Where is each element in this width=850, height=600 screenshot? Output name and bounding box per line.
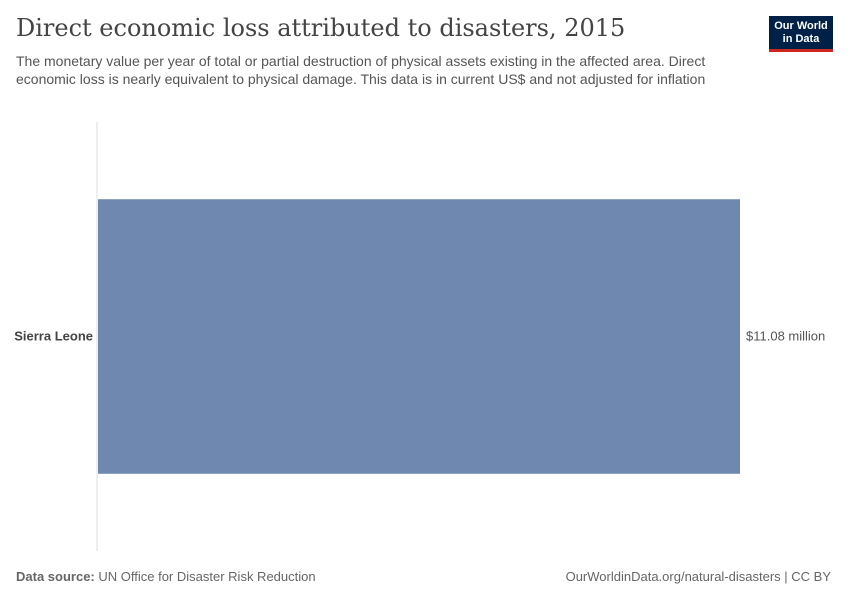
source-url-link[interactable]: OurWorldinData.org/natural-disasters | C… (565, 569, 831, 584)
data-source-text: UN Office for Disaster Risk Reduction (98, 569, 316, 584)
data-source-label: Data source: (16, 569, 95, 584)
chart-subtitle: The monetary value per year of total or … (16, 53, 706, 87)
owid-logo[interactable]: Our World in Data (769, 16, 833, 52)
logo-line-1: Our World (774, 20, 828, 32)
logo-line-2: in Data (782, 33, 820, 45)
value-label: $11.08 million (746, 329, 825, 344)
bar[interactable] (98, 199, 740, 474)
chart-title: Direct economic loss attributed to disas… (16, 14, 626, 42)
category-label: Sierra Leone (14, 329, 93, 344)
data-source: Data source: UN Office for Disaster Risk… (16, 569, 316, 584)
